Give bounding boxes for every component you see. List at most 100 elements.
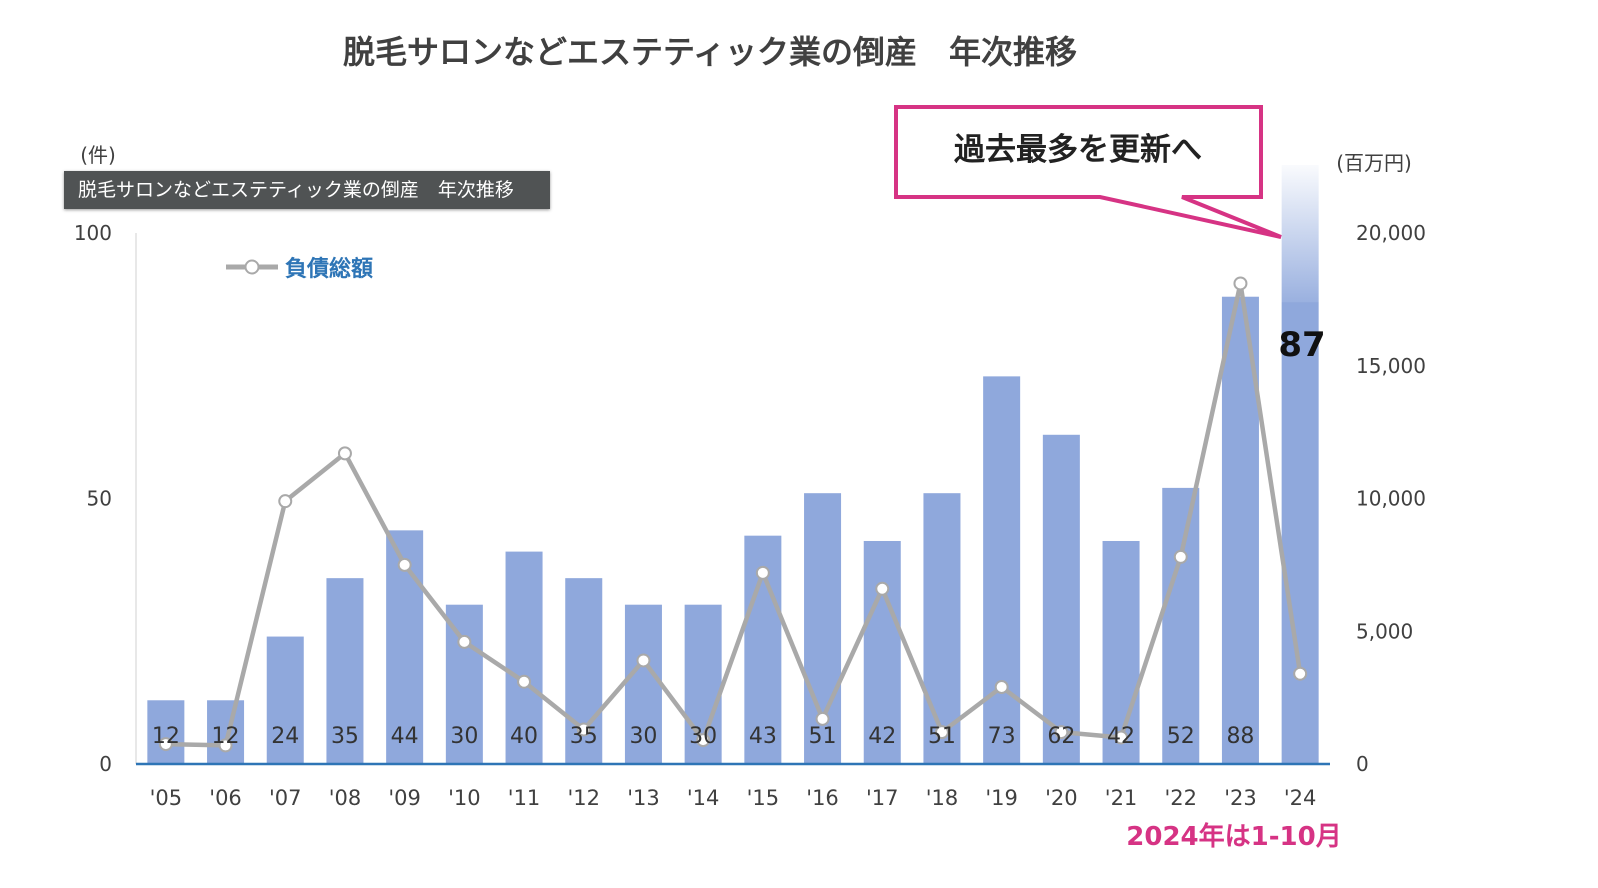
x-tick-14: '19 [985, 786, 1018, 810]
bar-label-7: 35 [570, 724, 598, 749]
line-point-4 [397, 557, 412, 572]
footnote: 2024年は1-10月 [1126, 821, 1341, 852]
x-axis-ticks: '05 '06 '07 '08 '09 '10 '11 '12 '13 '14 '15 '16 '17 '… [150, 786, 1317, 810]
line-point-1 [218, 738, 233, 753]
bar-label-18: 88 [1226, 724, 1254, 749]
bar-label-16: 42 [1107, 724, 1135, 749]
x-tick-19: '24 [1284, 786, 1317, 810]
x-tick-1: '06 [209, 786, 242, 810]
chart-title: 脱毛サロンなどエステティック業の倒産 年次推移 [343, 33, 1077, 71]
right-tick-4: 20,000 [1356, 221, 1426, 245]
x-tick-0: '05 [150, 786, 183, 810]
bar-data-labels: 12 12 24 35 44 30 40 35 30 30 43 51 42 51 73 62 42 52 88 [152, 724, 1255, 749]
line-series [158, 276, 1308, 753]
bar-1 [207, 700, 245, 764]
bar-label-10: 43 [749, 724, 777, 749]
bar-label-0: 12 [152, 724, 180, 749]
bar-19 [1281, 302, 1319, 764]
left-axis-ticks: 0 50 100 [74, 221, 112, 776]
right-tick-3: 15,000 [1356, 354, 1426, 378]
line-point-3 [337, 446, 352, 461]
bar-0 [147, 700, 185, 764]
line-point-8 [636, 653, 651, 668]
x-tick-4: '09 [388, 786, 421, 810]
bar-label-15: 62 [1047, 724, 1075, 749]
line-point-11 [815, 711, 830, 726]
bar-label-8: 30 [629, 724, 657, 749]
bar-projection-19 [1281, 165, 1319, 303]
bar-17 [1162, 487, 1200, 764]
legend-line: 負債総額 [226, 256, 373, 282]
line-point-18 [1233, 276, 1248, 291]
bar-label-4: 44 [391, 724, 419, 749]
bar-label-5: 30 [450, 724, 478, 749]
line-point-0 [158, 737, 173, 752]
callout-text: 過去最多を更新へ [954, 132, 1202, 168]
x-tick-10: '15 [747, 786, 780, 810]
line-point-15 [1054, 725, 1069, 740]
x-tick-8: '13 [627, 786, 660, 810]
right-tick-0: 0 [1356, 752, 1369, 776]
x-tick-11: '16 [806, 786, 839, 810]
x-tick-9: '14 [687, 786, 720, 810]
bar-label-11: 51 [809, 724, 837, 749]
line-path [165, 281, 1303, 748]
line-point-14 [994, 680, 1009, 695]
bar-12 [863, 540, 901, 764]
right-tick-2: 10,000 [1356, 487, 1426, 511]
line-point-2 [278, 494, 293, 509]
left-axis-unit: (件) [80, 143, 116, 167]
bar-14 [983, 376, 1021, 764]
bar-label-1: 12 [212, 724, 240, 749]
line-point-17 [1173, 549, 1188, 564]
line-point-10 [755, 565, 770, 580]
bar-16 [1102, 540, 1140, 764]
x-tick-17: '22 [1165, 786, 1198, 810]
legend-line-label: 負債総額 [285, 256, 373, 282]
legend-line-marker [244, 259, 260, 275]
bar-label-3: 35 [331, 724, 359, 749]
line-point-16 [1114, 730, 1129, 745]
line-point-19 [1293, 666, 1308, 681]
bar-label-12: 42 [868, 724, 896, 749]
right-axis-unit: (百万円) [1336, 151, 1412, 175]
bar-series [147, 165, 1319, 764]
x-tick-7: '12 [568, 786, 601, 810]
bar-3 [326, 578, 364, 764]
x-tick-18: '23 [1224, 786, 1257, 810]
bar-label-13: 51 [928, 724, 956, 749]
highlight-value-label: 87 [1278, 325, 1325, 365]
bar-15 [1042, 434, 1080, 764]
x-tick-16: '21 [1105, 786, 1138, 810]
tooltip: 脱毛サロンなどエステティック業の倒産 年次推移 [64, 171, 550, 209]
bar-label-9: 30 [689, 724, 717, 749]
right-tick-1: 5,000 [1356, 619, 1413, 643]
x-tick-3: '08 [329, 786, 362, 810]
line-point-12 [875, 581, 890, 596]
bar-label-17: 52 [1167, 724, 1195, 749]
x-tick-2: '07 [269, 786, 302, 810]
line-point-13 [934, 725, 949, 740]
bar-label-2: 24 [271, 724, 299, 749]
line-point-6 [517, 674, 532, 689]
bar-label-6: 40 [510, 724, 538, 749]
line-point-7 [576, 722, 591, 737]
bar-5 [445, 604, 483, 764]
x-tick-6: '11 [508, 786, 541, 810]
bar-2 [266, 636, 304, 764]
callout-box [894, 105, 1282, 239]
left-tick-0: 0 [99, 752, 112, 776]
bar-13 [923, 493, 961, 764]
x-tick-12: '17 [866, 786, 899, 810]
x-tick-15: '20 [1045, 786, 1078, 810]
bar-8 [624, 604, 662, 764]
left-tick-1: 50 [87, 487, 112, 511]
line-point-9 [696, 733, 711, 748]
left-tick-2: 100 [74, 221, 112, 245]
x-tick-5: '10 [448, 786, 481, 810]
bar-label-14: 73 [988, 724, 1016, 749]
line-point-5 [457, 634, 472, 649]
bar-6 [505, 551, 543, 764]
callout: 過去最多を更新へ [894, 105, 1282, 239]
